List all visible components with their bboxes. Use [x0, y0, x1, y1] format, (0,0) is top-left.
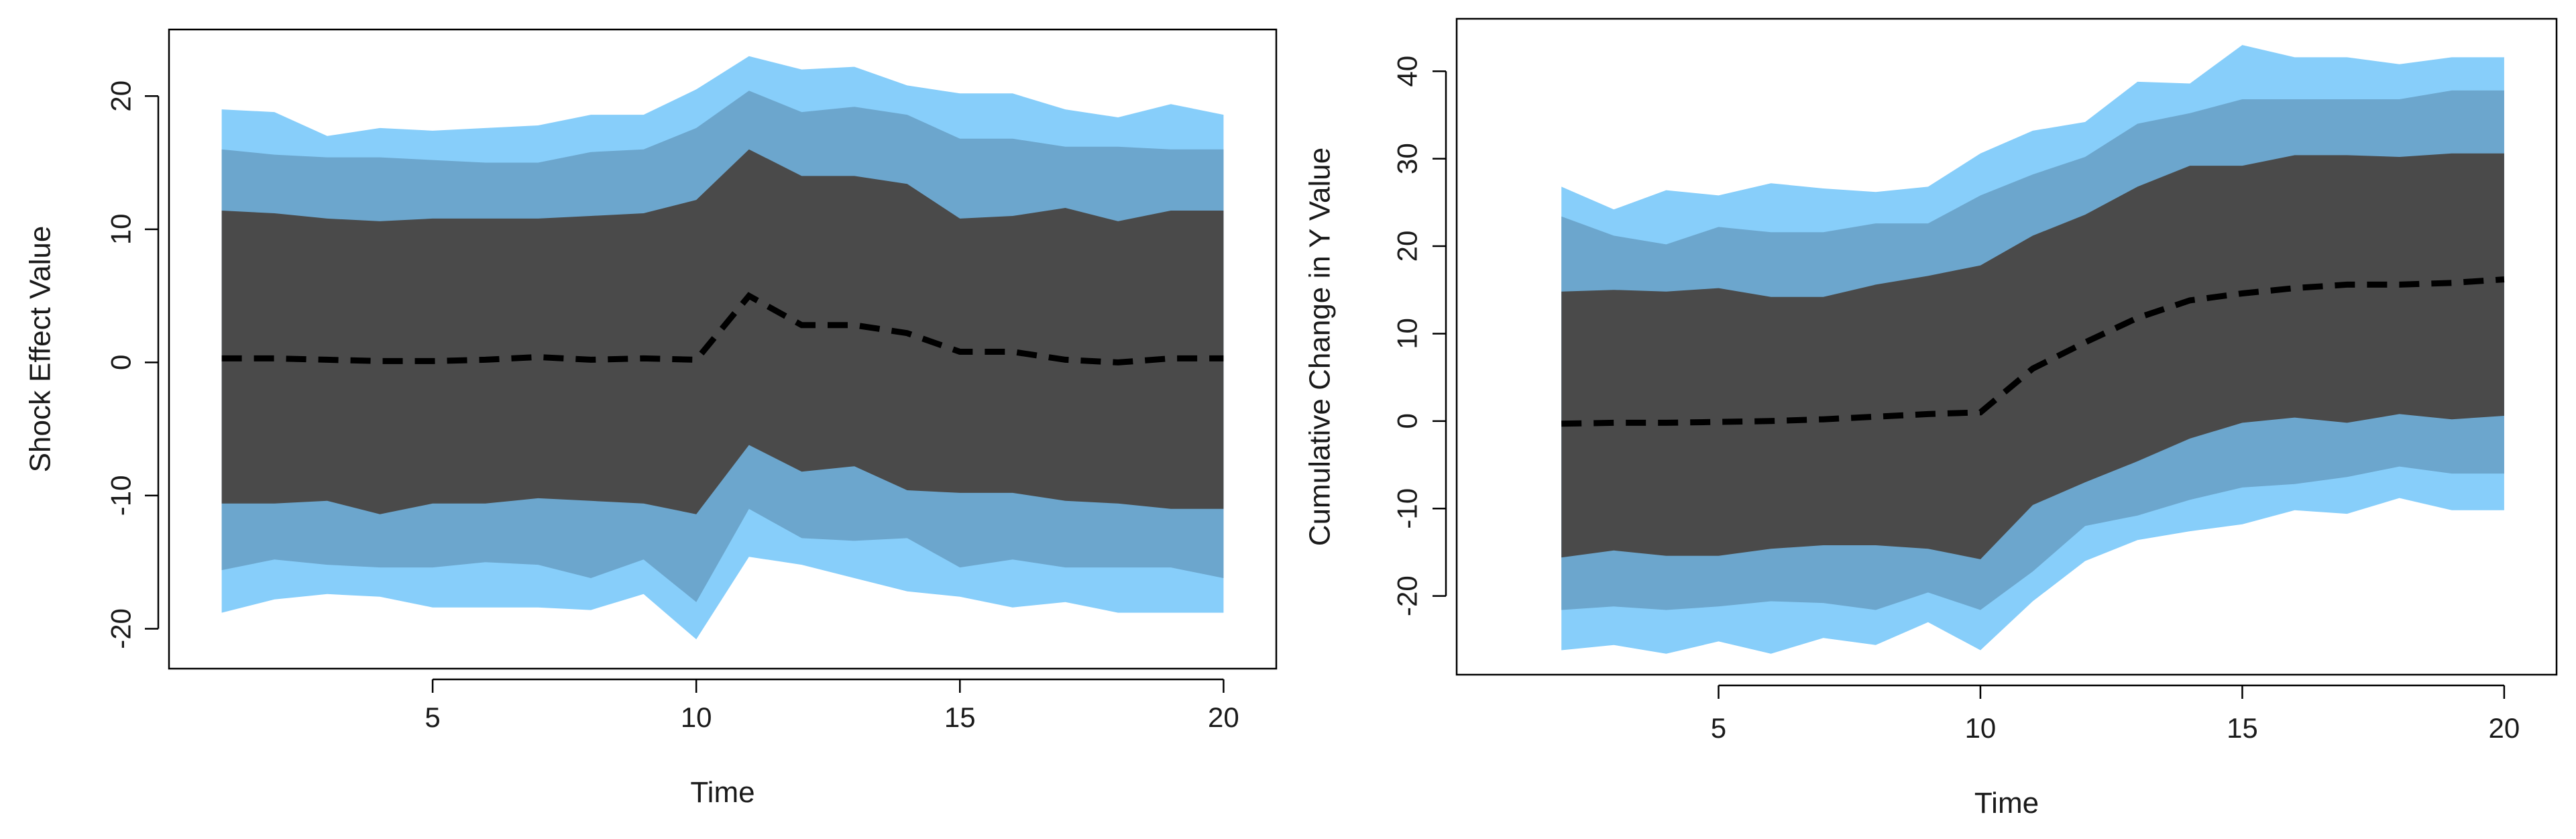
- right-x-tick-label: 20: [2489, 712, 2520, 744]
- right-chart-panel: 5 10 15 20 -20 -10 0 10 20 30 40 Time Cumulative Cha…: [1304, 17, 2558, 820]
- right-inner-band: [1561, 153, 2504, 559]
- right-x-tick-label: 5: [1711, 712, 1726, 744]
- right-x-tick-label: 15: [2227, 712, 2258, 744]
- left-x-tick-label: 10: [681, 702, 712, 733]
- left-x-tick-label: 5: [425, 702, 440, 733]
- left-chart-panel: 5 10 15 20 -20 -10 0 10 20 Time Shock Effect Value: [24, 28, 1278, 809]
- right-y-tick-label: -10: [1392, 488, 1423, 529]
- right-y-tick-label: 40: [1392, 56, 1423, 87]
- right-y-tick-label: 30: [1392, 143, 1423, 174]
- left-y-axis-title: Shock Effect Value: [24, 226, 57, 473]
- right-y-tick-label: 0: [1392, 413, 1423, 429]
- left-x-tick-label: 20: [1208, 702, 1239, 733]
- right-x-axis-title: Time: [1974, 787, 2039, 820]
- left-plot-frame: [168, 28, 1278, 670]
- left-x-axis-title: Time: [690, 776, 754, 809]
- right-y-tick-label: 10: [1392, 318, 1423, 349]
- left-y-tick-label: -20: [105, 608, 137, 649]
- right-plot-frame: [1455, 17, 2558, 676]
- left-y-tick-label: 10: [105, 213, 137, 245]
- right-median-line: [1561, 276, 2505, 427]
- left-median-line: [221, 292, 1224, 366]
- left-y-tick-label: -10: [105, 476, 137, 516]
- left-y-tick-label: 0: [105, 355, 137, 370]
- right-y-axis-title: Cumulative Change in Y Value: [1304, 148, 1337, 546]
- left-inner-band: [221, 149, 1224, 514]
- left-y-tick-label: 20: [105, 80, 137, 112]
- left-x-tick-label: 15: [944, 702, 976, 733]
- right-y-tick-label: 20: [1392, 231, 1423, 262]
- right-x-tick-label: 10: [1965, 712, 1997, 744]
- right-y-tick-label: -20: [1392, 575, 1423, 616]
